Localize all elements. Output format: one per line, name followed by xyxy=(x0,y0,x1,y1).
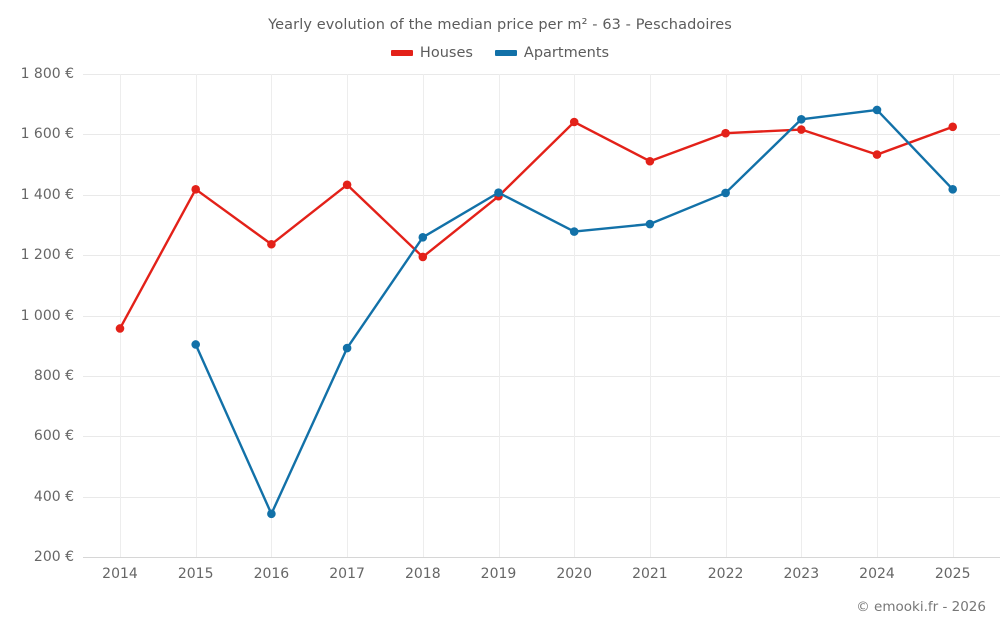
x-axis-line xyxy=(83,557,1000,558)
x-axis-tick-label: 2018 xyxy=(404,566,441,582)
gridline-vertical xyxy=(574,74,576,557)
data-point-marker[interactable] xyxy=(645,156,655,166)
gridline-vertical xyxy=(649,74,651,557)
data-point-marker[interactable] xyxy=(948,185,957,194)
data-point-marker[interactable] xyxy=(948,122,957,132)
gridline-vertical xyxy=(952,74,954,557)
y-axis-tick-label: 1 400 € xyxy=(20,186,74,203)
x-axis-tick-label: 2017 xyxy=(329,566,365,582)
y-axis-tick-label: 1 800 € xyxy=(20,66,74,82)
chart-legend: Houses Apartments xyxy=(0,45,1000,61)
data-point-marker[interactable] xyxy=(569,227,579,236)
data-point-marker[interactable] xyxy=(342,180,352,190)
legend-label-apartments: Apartments xyxy=(523,45,610,61)
gridline-vertical xyxy=(422,74,424,557)
y-axis-tick-label: 1 600 € xyxy=(20,126,74,143)
data-point-marker[interactable] xyxy=(191,340,200,349)
gridline-vertical xyxy=(498,74,500,557)
y-axis-tick-label: 200 € xyxy=(33,549,74,565)
x-axis-tick-label: 2020 xyxy=(556,566,593,582)
gridline-horizontal xyxy=(83,194,1000,196)
x-axis-tick-label: 2015 xyxy=(177,566,214,582)
gridline-vertical xyxy=(120,74,121,557)
x-axis-tick-label: 2024 xyxy=(859,566,895,582)
data-point-marker[interactable] xyxy=(721,128,730,138)
data-point-marker[interactable] xyxy=(342,343,352,353)
gridline-vertical xyxy=(877,74,878,557)
y-axis-tick-label: 1 200 € xyxy=(20,247,74,264)
data-point-marker[interactable] xyxy=(115,324,125,333)
y-axis-tick-label: 600 € xyxy=(33,428,74,445)
data-point-marker[interactable] xyxy=(569,117,579,127)
data-point-marker[interactable] xyxy=(267,509,276,519)
gridline-horizontal xyxy=(83,496,1000,498)
series-line-houses xyxy=(118,120,954,330)
gridline-horizontal xyxy=(83,255,1000,257)
chart-title: Yearly evolution of the median price per… xyxy=(268,17,732,33)
gridline-vertical xyxy=(271,74,273,557)
gridline-vertical xyxy=(195,74,197,557)
data-point-marker[interactable] xyxy=(267,239,276,249)
gridline-horizontal xyxy=(83,315,1000,317)
data-point-marker[interactable] xyxy=(191,185,200,194)
y-axis-tick-label: 800 € xyxy=(33,367,74,384)
x-axis-tick-label: 2022 xyxy=(707,566,744,582)
gridline-vertical xyxy=(801,74,803,557)
data-point-marker[interactable] xyxy=(872,150,882,159)
y-axis-tick-label: 1 000 € xyxy=(20,307,74,324)
gridline-horizontal xyxy=(83,375,1000,377)
x-axis-tick-label: 2021 xyxy=(632,566,668,582)
gridline-horizontal xyxy=(83,436,1000,438)
data-point-marker[interactable] xyxy=(872,105,882,115)
data-point-marker[interactable] xyxy=(797,114,806,124)
data-point-marker[interactable] xyxy=(797,125,806,134)
data-point-marker[interactable] xyxy=(645,219,655,229)
gridline-vertical xyxy=(347,74,349,557)
line-swatch-icon xyxy=(494,50,517,56)
gridline-horizontal xyxy=(83,74,1000,75)
data-point-marker[interactable] xyxy=(721,188,730,198)
x-axis-tick-label: 2023 xyxy=(783,566,820,582)
legend-label-houses: Houses xyxy=(419,45,473,61)
y-axis-tick-label: 400 € xyxy=(33,488,74,505)
legend-item-houses[interactable]: Houses xyxy=(390,45,473,61)
legend-item-apartments[interactable]: Apartments xyxy=(494,45,610,61)
series-line-apartments xyxy=(194,108,954,516)
data-point-marker[interactable] xyxy=(494,188,503,197)
x-axis-tick-label: 2016 xyxy=(253,566,290,582)
gridline-vertical xyxy=(725,74,727,557)
x-axis-tick-label: 2014 xyxy=(102,566,138,582)
footer-credit: © emooki.fr - 2026 xyxy=(856,599,986,615)
gridline-horizontal xyxy=(83,134,1000,136)
data-point-marker[interactable] xyxy=(418,233,428,242)
x-axis-tick-label: 2025 xyxy=(934,566,971,582)
data-point-marker[interactable] xyxy=(418,252,428,262)
line-swatch-icon xyxy=(390,50,413,56)
x-axis-tick-label: 2019 xyxy=(480,566,517,582)
